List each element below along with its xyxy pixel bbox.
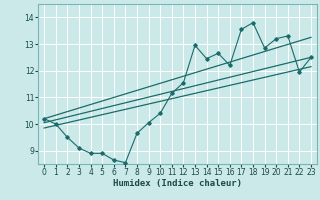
X-axis label: Humidex (Indice chaleur): Humidex (Indice chaleur) — [113, 179, 242, 188]
